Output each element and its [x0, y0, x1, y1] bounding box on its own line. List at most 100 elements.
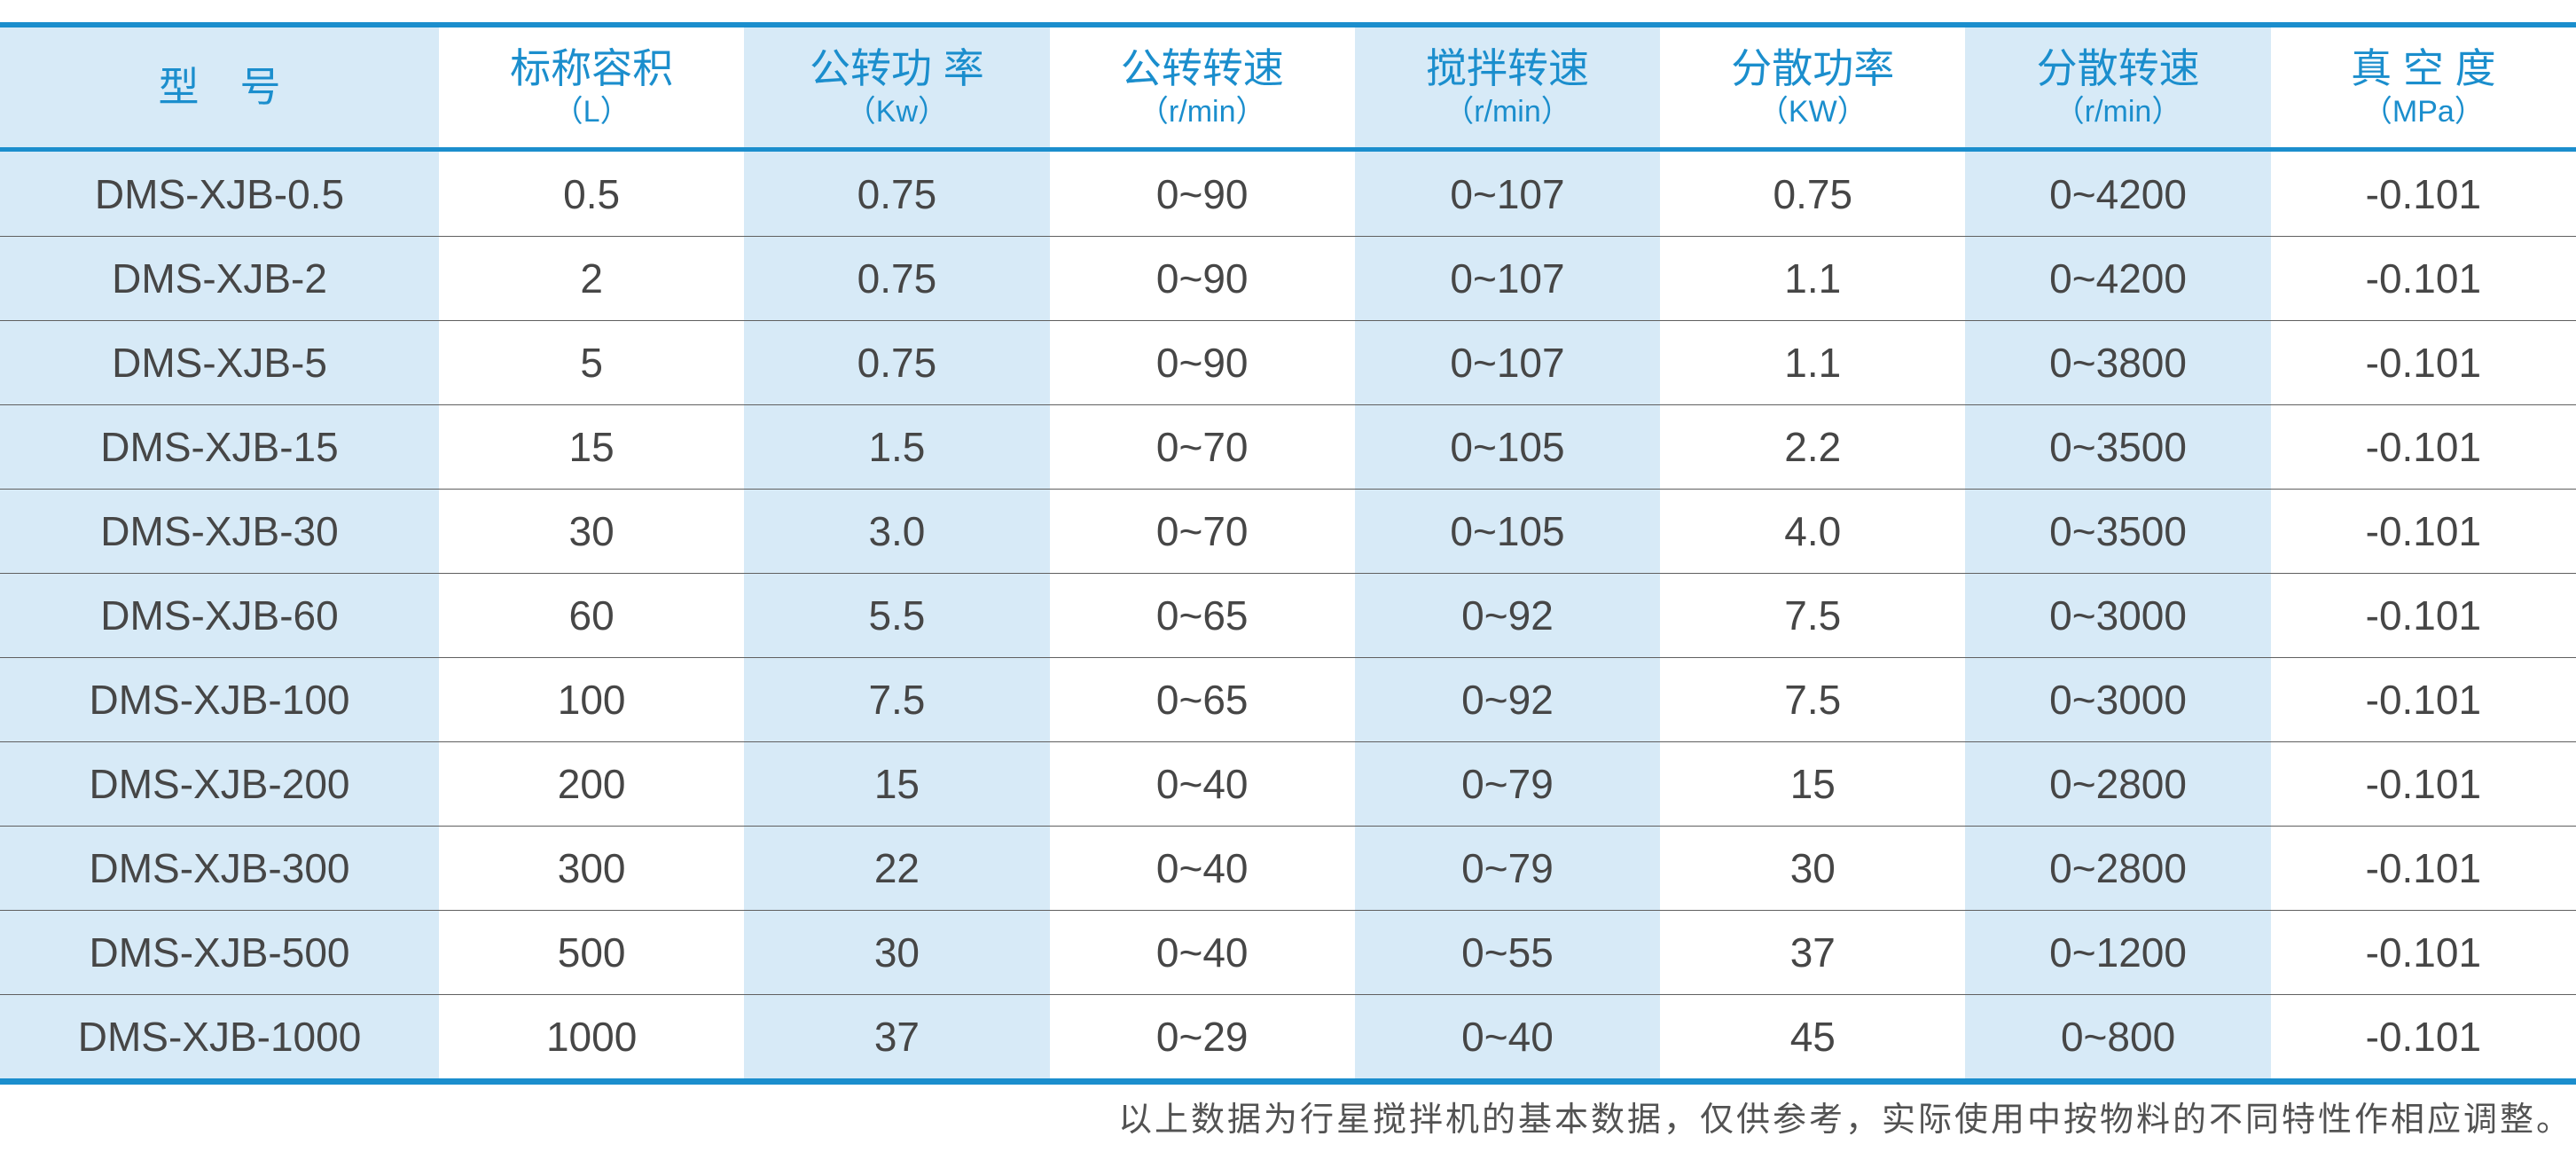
model-cell: DMS-XJB-1000 — [0, 995, 439, 1078]
table-row: DMS-XJB-100 100 7.5 0~65 0~92 7.5 0~3000 -0.101 — [0, 657, 2576, 741]
header-cell-capacity: 标称容积 （L） — [439, 27, 744, 147]
value-cell: 1.5 — [744, 405, 1050, 489]
value-cell: 0~40 — [1354, 995, 1661, 1078]
table-row: DMS-XJB-5 5 0.75 0~90 0~107 1.1 0~3800 -0.101 — [0, 320, 2576, 404]
model-cell: DMS-XJB-500 — [0, 911, 439, 994]
value-cell: 0~2800 — [1965, 742, 2271, 826]
value-cell: -0.101 — [2365, 170, 2482, 217]
table-row: DMS-XJB-60 60 5.5 0~65 0~92 7.5 0~3000 -0.101 — [0, 573, 2576, 657]
header-cell-revolution-speed: 公转转速 （r/min） — [1050, 27, 1355, 147]
value-cell: 200 — [557, 761, 626, 807]
value-cell: 0~105 — [1354, 490, 1661, 573]
model-cell: DMS-XJB-30 — [0, 490, 439, 573]
value-cell: 1.1 — [1784, 340, 1842, 386]
value-cell: 0.75 — [744, 152, 1050, 236]
value-cell: 15 — [568, 424, 615, 470]
table-row: DMS-XJB-2 2 0.75 0~90 0~107 1.1 0~4200 -0.101 — [0, 236, 2576, 320]
table-row: DMS-XJB-15 15 1.5 0~70 0~105 2.2 0~3500 -0.101 — [0, 404, 2576, 489]
value-cell: 0~79 — [1354, 742, 1661, 826]
value-cell: 7.5 — [1784, 592, 1842, 639]
model-cell: DMS-XJB-2 — [0, 237, 439, 320]
value-cell: 0.75 — [744, 321, 1050, 404]
value-cell: 0~40 — [1155, 929, 1249, 976]
value-cell: 1000 — [545, 1014, 638, 1060]
table-row: DMS-XJB-500 500 30 0~40 0~55 37 0~1200 -0.101 — [0, 910, 2576, 994]
table-row: DMS-XJB-0.5 0.5 0.75 0~90 0~107 0.75 0~4200 -0.… — [0, 152, 2576, 236]
header-cell-dispersion-speed: 分散转速 （r/min） — [1965, 27, 2271, 147]
footer-note: 以上数据为行星搅拌机的基本数据，仅供参考，实际使用中按物料的不同特性作相应调整。 — [1117, 1101, 2572, 1139]
value-cell: 30 — [568, 508, 615, 554]
header-cell-revolution-power: 公转功 率 （Kw） — [744, 27, 1050, 147]
value-cell: -0.101 — [2365, 845, 2482, 891]
value-cell: 37 — [744, 995, 1050, 1078]
table-row: DMS-XJB-300 300 22 0~40 0~79 30 0~2800 -0.101 — [0, 826, 2576, 910]
header-title: 分散转速 — [2036, 45, 2200, 92]
value-cell: 500 — [557, 929, 626, 976]
value-cell: 0~3800 — [1965, 321, 2271, 404]
value-cell: 0~3500 — [1965, 405, 2271, 489]
value-cell: 37 — [1789, 929, 1836, 976]
value-cell: 0~40 — [1155, 845, 1249, 891]
value-cell: 30 — [744, 911, 1050, 994]
value-cell: 0~70 — [1155, 508, 1249, 554]
value-cell: 0~107 — [1354, 321, 1661, 404]
value-cell: 0~65 — [1155, 592, 1249, 639]
header-title: 公转功 率 — [810, 45, 984, 92]
header-unit: （L） — [552, 95, 630, 129]
value-cell: 15 — [744, 742, 1050, 826]
value-cell: 0~107 — [1354, 152, 1661, 236]
value-cell: 2.2 — [1784, 424, 1842, 470]
header-cell-model: 型 号 — [0, 27, 439, 147]
value-cell: 0~4200 — [1965, 152, 2271, 236]
value-cell: 0.5 — [563, 170, 621, 217]
value-cell: 100 — [557, 677, 626, 723]
value-cell: 45 — [1789, 1014, 1836, 1060]
table-row: DMS-XJB-1000 1000 37 0~29 0~40 45 0~800 -0.101 — [0, 994, 2576, 1078]
value-cell: 5 — [580, 340, 603, 386]
header-unit: （r/min） — [2054, 95, 2182, 129]
value-cell: 3.0 — [744, 490, 1050, 573]
value-cell: 4.0 — [1784, 508, 1842, 554]
value-cell: 2 — [580, 255, 603, 302]
model-cell: DMS-XJB-100 — [0, 658, 439, 741]
model-cell: DMS-XJB-15 — [0, 405, 439, 489]
header-unit: （KW） — [1758, 95, 1867, 129]
spec-table: 型 号 标称容积 （L） 公转功 率 （Kw） 公转转速 （r/min） 搅拌转… — [0, 22, 2576, 1085]
value-cell: 0~65 — [1155, 677, 1249, 723]
model-cell: DMS-XJB-5 — [0, 321, 439, 404]
value-cell: 0~92 — [1354, 574, 1661, 657]
header-title: 型 号 — [158, 64, 281, 111]
value-cell: 22 — [744, 827, 1050, 910]
value-cell: 0~90 — [1155, 170, 1249, 217]
value-cell: -0.101 — [2365, 677, 2482, 723]
value-cell: 0~79 — [1354, 827, 1661, 910]
table-row: DMS-XJB-200 200 15 0~40 0~79 15 0~2800 -0.101 — [0, 741, 2576, 826]
value-cell: 0~3000 — [1965, 574, 2271, 657]
header-title: 分散功率 — [1731, 45, 1895, 92]
value-cell: -0.101 — [2365, 340, 2482, 386]
value-cell: 0~55 — [1354, 911, 1661, 994]
model-cell: DMS-XJB-200 — [0, 742, 439, 826]
value-cell: -0.101 — [2365, 508, 2482, 554]
value-cell: 0~29 — [1155, 1014, 1249, 1060]
value-cell: -0.101 — [2365, 761, 2482, 807]
value-cell: -0.101 — [2365, 929, 2482, 976]
table-header-row: 型 号 标称容积 （L） 公转功 率 （Kw） 公转转速 （r/min） 搅拌转… — [0, 27, 2576, 152]
header-cell-dispersion-power: 分散功率 （KW） — [1660, 27, 1965, 147]
value-cell: 15 — [1789, 761, 1836, 807]
value-cell: 7.5 — [744, 658, 1050, 741]
value-cell: 0~4200 — [1965, 237, 2271, 320]
value-cell: 0~40 — [1155, 761, 1249, 807]
header-unit: （r/min） — [1138, 95, 1266, 129]
value-cell: 0~92 — [1354, 658, 1661, 741]
header-title: 公转转速 — [1120, 45, 1284, 92]
value-cell: 0~3000 — [1965, 658, 2271, 741]
header-title: 搅拌转速 — [1425, 45, 1589, 92]
value-cell: -0.101 — [2365, 424, 2482, 470]
table-row: DMS-XJB-30 30 3.0 0~70 0~105 4.0 0~3500 -0.101 — [0, 489, 2576, 573]
table-body: DMS-XJB-0.5 0.5 0.75 0~90 0~107 0.75 0~4200 -0.… — [0, 152, 2576, 1078]
header-unit: （MPa） — [2361, 95, 2485, 129]
header-title: 标称容积 — [510, 45, 674, 92]
value-cell: 0~70 — [1155, 424, 1249, 470]
